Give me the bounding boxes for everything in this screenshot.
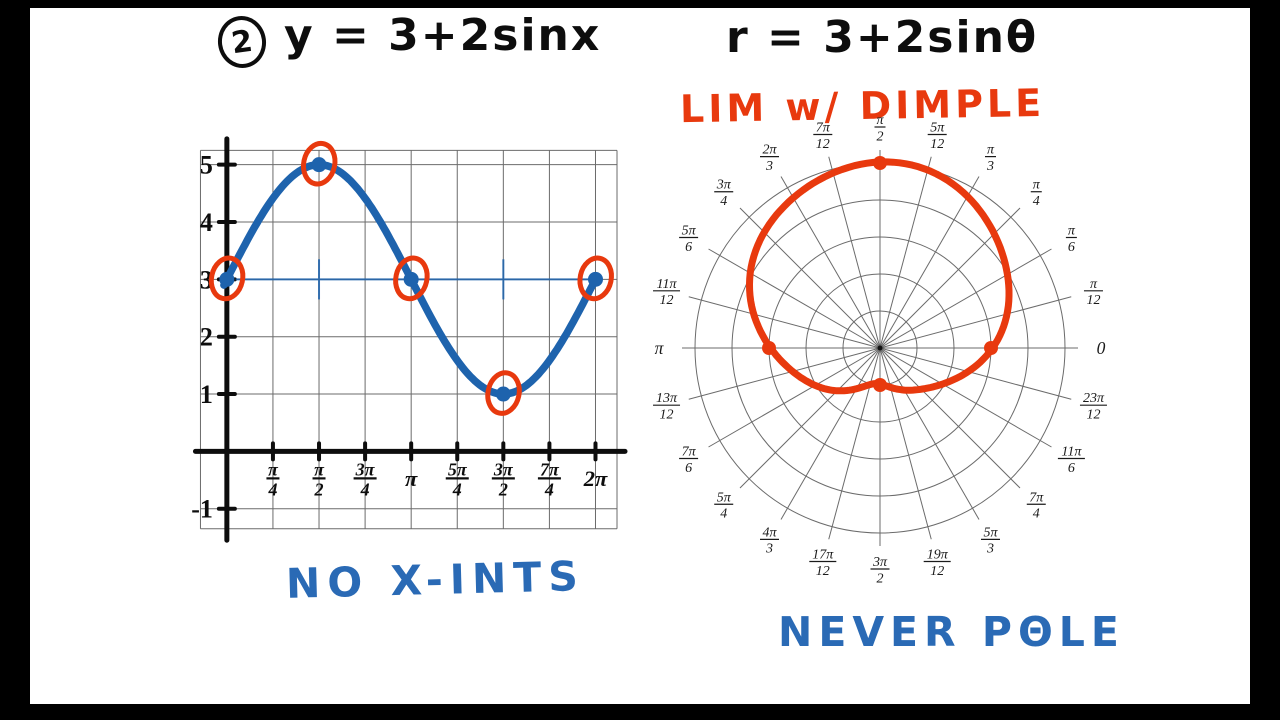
svg-text:3: 3 <box>765 542 773 557</box>
key-point-dot <box>311 157 327 173</box>
svg-text:π: π <box>876 113 884 128</box>
svg-text:3π: 3π <box>355 459 376 479</box>
svg-text:4π: 4π <box>762 525 777 540</box>
svg-text:4: 4 <box>544 479 554 499</box>
polar-chart: 0π12π6π4π35π12π27π122π33π45π611π12π13π12… <box>653 113 1107 586</box>
svg-text:5π: 5π <box>983 525 998 540</box>
svg-text:3: 3 <box>986 159 994 174</box>
svg-text:5: 5 <box>200 151 213 180</box>
svg-text:π: π <box>1033 178 1041 193</box>
svg-text:2: 2 <box>314 479 324 499</box>
polar-equation: r = 3+2sinθ <box>726 12 1039 63</box>
polar-key-points <box>762 156 998 392</box>
svg-text:π: π <box>987 143 995 158</box>
svg-text:π: π <box>1068 224 1076 239</box>
svg-text:-1: -1 <box>191 495 213 524</box>
cartesian-equation: y = 3+2sinx <box>284 10 602 61</box>
svg-text:π: π <box>314 459 325 479</box>
svg-text:12: 12 <box>660 293 674 308</box>
svg-text:4: 4 <box>1033 194 1040 209</box>
svg-text:12: 12 <box>816 137 830 152</box>
svg-text:π: π <box>405 466 418 491</box>
svg-text:6: 6 <box>685 240 692 255</box>
svg-text:3π: 3π <box>493 459 514 479</box>
cartesian-axes <box>192 136 628 543</box>
highlight-circle <box>300 140 338 187</box>
svg-text:12: 12 <box>1086 293 1100 308</box>
svg-text:4: 4 <box>360 479 370 499</box>
svg-text:2: 2 <box>877 129 884 144</box>
never-pole-note: NEVER PΘLE <box>778 608 1125 656</box>
svg-text:12: 12 <box>930 137 944 152</box>
svg-text:3π: 3π <box>716 178 732 193</box>
svg-text:3: 3 <box>765 159 773 174</box>
key-point-dot <box>873 156 887 170</box>
svg-text:5π: 5π <box>930 121 945 136</box>
svg-text:7π: 7π <box>1029 490 1044 505</box>
svg-text:2: 2 <box>877 571 884 586</box>
highlight-circle <box>208 255 246 302</box>
svg-text:4: 4 <box>1033 507 1040 522</box>
svg-text:5π: 5π <box>448 459 468 479</box>
svg-text:0: 0 <box>1097 338 1106 358</box>
highlight-circle <box>577 255 614 302</box>
svg-text:11π: 11π <box>657 277 678 292</box>
svg-text:3π: 3π <box>872 555 888 570</box>
key-point-dot <box>984 341 998 355</box>
highlight-circle <box>393 255 430 302</box>
key-point-dot <box>219 271 235 287</box>
svg-text:7π: 7π <box>540 459 560 479</box>
cartesian-key-points <box>208 140 614 416</box>
limacon-curve <box>746 158 1013 395</box>
svg-text:11π: 11π <box>1061 445 1082 460</box>
svg-text:13π: 13π <box>656 391 678 406</box>
svg-text:12: 12 <box>660 407 674 422</box>
svg-text:2π: 2π <box>583 466 608 491</box>
svg-text:12: 12 <box>816 564 830 579</box>
svg-text:π: π <box>268 459 279 479</box>
key-point-dot <box>873 378 887 392</box>
key-point-dot <box>403 271 419 287</box>
svg-text:6: 6 <box>1068 461 1075 476</box>
key-point-dot <box>495 386 511 402</box>
svg-text:4: 4 <box>720 194 727 209</box>
svg-text:π: π <box>1090 277 1098 292</box>
key-point-dot <box>587 271 603 287</box>
svg-text:12: 12 <box>930 564 944 579</box>
svg-text:3: 3 <box>986 542 994 557</box>
svg-text:7π: 7π <box>816 121 831 136</box>
no-x-intercepts-note: NO X-INTS <box>285 552 586 608</box>
whiteboard: 2 y = 3+2sinx 5 4 3 2 1 -1 π 4 π 2 3π 4 π 5π 4 3π 2 7π 4 2π… <box>30 8 1250 704</box>
polar-angle-labels: 0π12π6π4π35π12π27π122π33π45π611π12π13π12… <box>653 113 1107 586</box>
svg-text:2π: 2π <box>762 143 777 158</box>
svg-text:π: π <box>655 338 665 358</box>
svg-text:4: 4 <box>452 479 462 499</box>
svg-text:6: 6 <box>1068 240 1075 255</box>
svg-text:4: 4 <box>267 479 277 499</box>
svg-text:1: 1 <box>200 380 213 409</box>
svg-text:6: 6 <box>685 461 692 476</box>
svg-text:4: 4 <box>200 208 213 237</box>
highlight-circle <box>485 370 522 416</box>
svg-text:2: 2 <box>498 479 508 499</box>
svg-text:7π: 7π <box>682 445 697 460</box>
key-point-dot <box>762 341 776 355</box>
svg-text:4: 4 <box>720 507 727 522</box>
svg-text:17π: 17π <box>812 547 834 562</box>
svg-text:5π: 5π <box>717 490 732 505</box>
svg-text:5π: 5π <box>682 224 697 239</box>
problem-number-badge: 2 <box>214 12 270 72</box>
svg-text:19π: 19π <box>927 547 949 562</box>
pole-dot <box>877 345 883 351</box>
svg-text:2: 2 <box>200 323 213 352</box>
svg-text:23π: 23π <box>1083 391 1105 406</box>
svg-text:12: 12 <box>1086 407 1100 422</box>
polar-grid <box>682 150 1078 546</box>
